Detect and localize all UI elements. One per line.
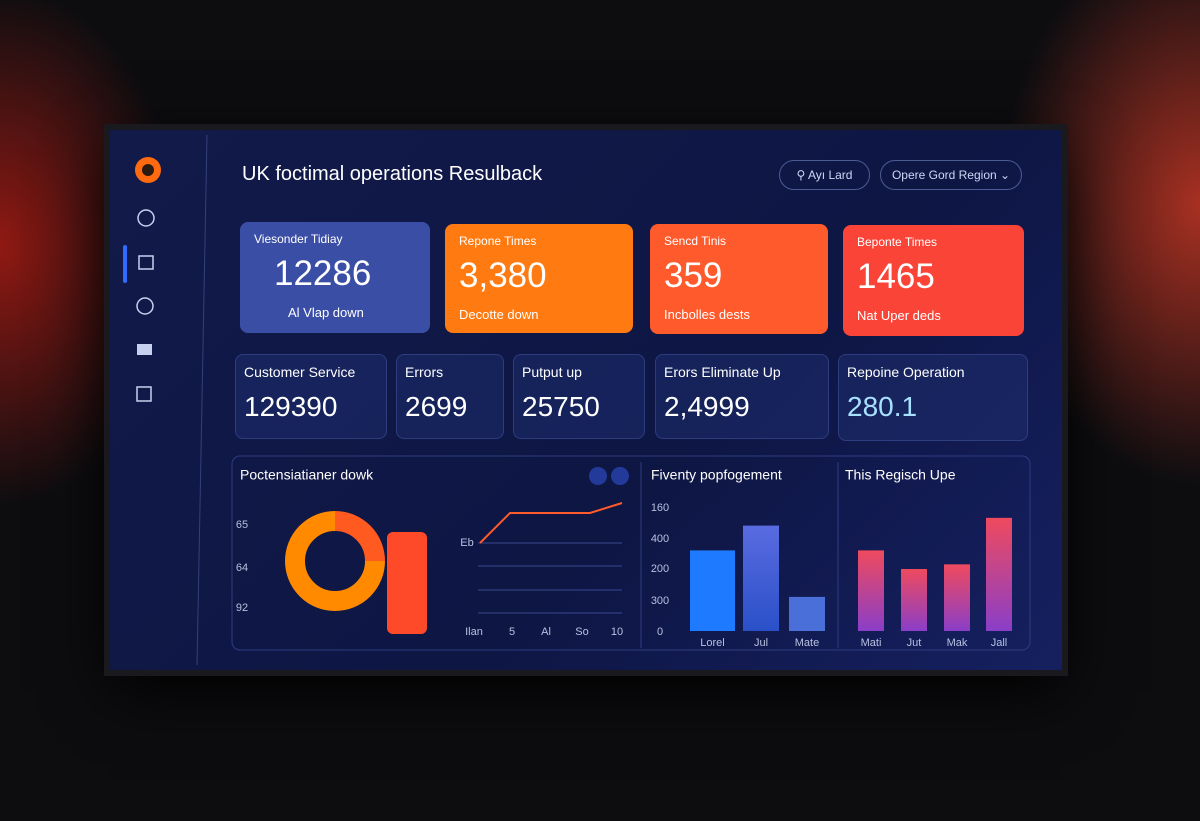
line-label: Eb — [460, 537, 473, 549]
donut-label: 65 — [236, 519, 248, 531]
search[interactable]: ⚲ Ayı Lard — [779, 160, 870, 190]
panel-title: Poctensiatianer dowk — [240, 467, 374, 483]
stat-label: Customer Service — [244, 364, 356, 380]
prev-button[interactable] — [589, 467, 607, 485]
nav-icon[interactable] — [138, 255, 154, 270]
bar — [986, 517, 1012, 631]
stat-card: Repoine Operation 280.1 — [838, 354, 1028, 441]
donut-label: 64 — [236, 562, 248, 574]
x-label: Ilan — [465, 626, 483, 638]
x-label: Lorel — [700, 637, 724, 649]
x-label: So — [575, 626, 588, 638]
stat-value: 25750 — [522, 391, 600, 422]
x-label: Jall — [991, 637, 1008, 649]
bar — [743, 525, 779, 631]
stat-label: Putput up — [522, 364, 582, 380]
bottom-panel — [231, 455, 1031, 651]
stat-card: Customer Service 129390 — [235, 354, 387, 439]
y-label: 200 — [651, 563, 669, 575]
stat-label: Errors — [405, 364, 444, 380]
nav-icon[interactable] — [136, 297, 154, 315]
next-button[interactable] — [611, 467, 629, 485]
donut-segment — [285, 511, 385, 611]
kpi-note: Nat Uper deds — [857, 308, 941, 323]
title: UK foctimal operations Resulback — [242, 163, 543, 185]
stat-card: Putput up 25750 — [513, 354, 645, 439]
donut-segment — [334, 511, 385, 562]
x-label: 10 — [611, 626, 623, 638]
stat-label: Repoine Operation — [847, 364, 965, 380]
kpi-card: Viesonder Tidiay 12286 Al Vlap down — [240, 222, 430, 333]
kpi-note: Al Vlap down — [288, 305, 364, 320]
kpi-card: Repone Times 3,380 Decotte down — [445, 224, 633, 333]
sidebar-divider — [196, 134, 208, 666]
nav-icon[interactable] — [137, 344, 152, 355]
stat-card: Errors 2699 — [396, 354, 504, 439]
side-bar-shape — [387, 532, 427, 634]
bar — [858, 550, 884, 631]
stat-card: Erors Eliminate Up 2,4999 — [655, 354, 829, 439]
kpi-value: 12286 — [274, 254, 372, 293]
y-label: 400 — [651, 533, 669, 545]
kpi-value: 1465 — [857, 257, 935, 296]
y-label: 300 — [651, 595, 669, 607]
stat-value: 2699 — [405, 391, 468, 422]
bar — [690, 550, 735, 631]
kpi-label: Viesonder Tidiay — [254, 232, 343, 246]
line — [479, 502, 623, 544]
stat-label: Erors Eliminate Up — [664, 364, 781, 380]
active-indicator — [123, 245, 127, 283]
x-label: Mak — [947, 637, 968, 649]
bar — [789, 596, 825, 631]
nav-icon[interactable] — [136, 386, 152, 402]
x-label: 5 — [509, 626, 515, 638]
kpi-note: Decotte down — [459, 307, 539, 322]
region-select[interactable]: Opere Gord Region ⌄ — [880, 160, 1022, 190]
stat-value: 280.1 — [847, 391, 918, 422]
kpi-value: 359 — [664, 256, 723, 295]
panel-title: This Regisch Upe — [845, 467, 956, 483]
x-label: Mate — [795, 637, 819, 649]
kpi-value: 3,380 — [459, 256, 547, 295]
bar — [901, 569, 927, 631]
kpi-label: Repone Times — [459, 234, 537, 248]
bar — [944, 564, 970, 631]
search-text: Ayı Lard — [807, 168, 853, 182]
kpi-label: Sencd Tinis — [664, 234, 727, 248]
x-label: Jul — [754, 637, 768, 649]
x-label: Mati — [861, 637, 882, 649]
stat-value: 2,4999 — [664, 391, 750, 422]
region-text: Opere Gord Region — [891, 168, 997, 182]
x-label: Jut — [907, 637, 922, 649]
y-label: 160 — [651, 502, 669, 514]
x-label: Al — [541, 626, 551, 638]
kpi-label: Beponte Times — [857, 235, 938, 249]
kpi-card: Sencd Tinis 359 Incbolles dests — [650, 224, 828, 334]
panel-title: Fiventy popfogement — [651, 467, 782, 483]
donut-label: 92 — [236, 602, 248, 614]
kpi-note: Incbolles dests — [664, 307, 750, 322]
stat-value: 129390 — [244, 391, 338, 422]
kpi-card: Beponte Times 1465 Nat Uper deds — [843, 225, 1024, 336]
y-label: 0 — [657, 626, 663, 638]
nav-icon[interactable] — [137, 209, 155, 227]
logo-inner — [142, 164, 154, 176]
